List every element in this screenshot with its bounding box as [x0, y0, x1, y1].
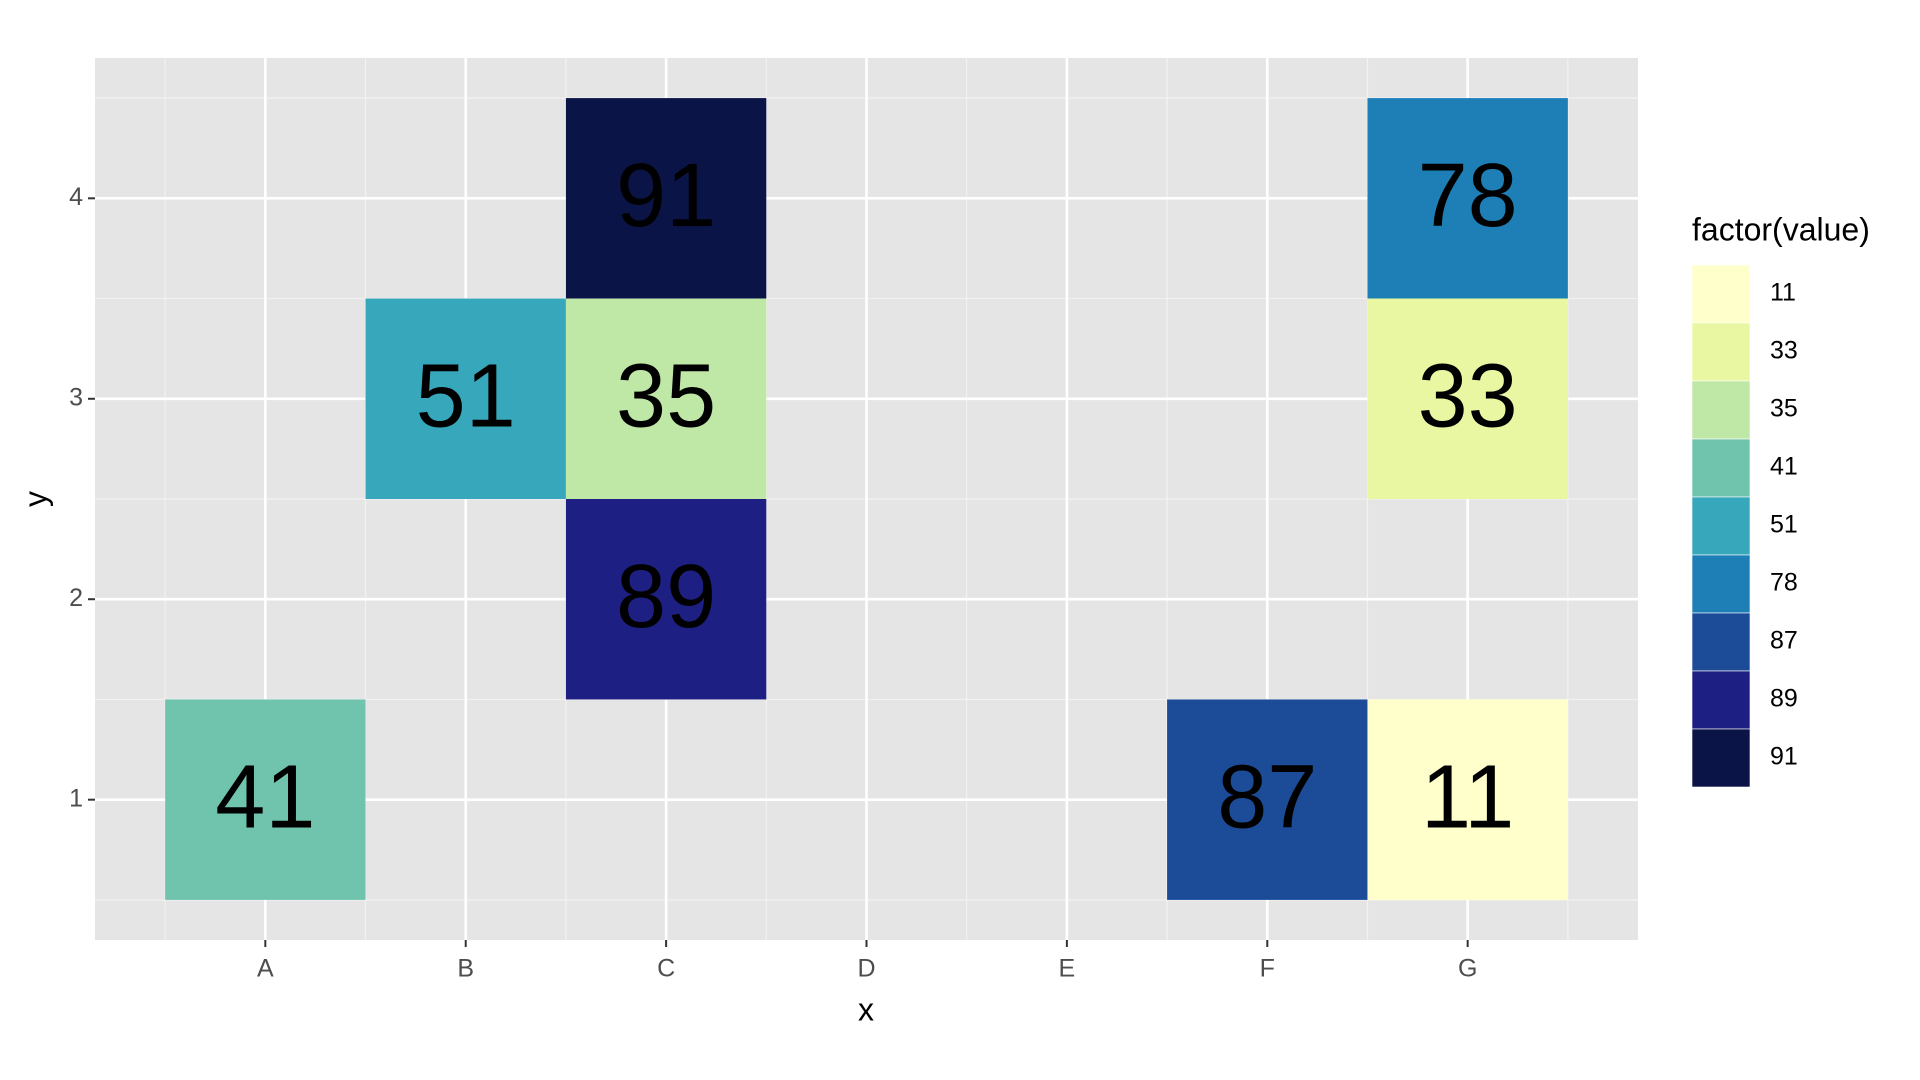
tile	[165, 699, 366, 900]
tile	[365, 298, 566, 499]
tile	[1167, 699, 1368, 900]
tile	[565, 499, 767, 700]
x-tick-label: A	[257, 955, 274, 983]
legend-key	[1691, 264, 1751, 324]
x-tick-label: B	[457, 955, 474, 983]
y-tick-label: 2	[69, 584, 83, 612]
legend-title: factor(value)	[1692, 211, 1870, 247]
legend-label: 89	[1770, 685, 1798, 713]
tile-label: 41	[215, 747, 315, 847]
x-tick-label: D	[857, 955, 875, 983]
tile	[1367, 699, 1568, 900]
x-tick-label: C	[657, 955, 675, 983]
legend-label: 33	[1770, 337, 1798, 365]
tile-label: 91	[616, 146, 716, 246]
legend-key	[1691, 612, 1751, 672]
y-axis-title: y	[17, 491, 53, 507]
legend-label: 41	[1770, 453, 1798, 481]
tile	[1367, 298, 1568, 499]
tile-label: 51	[416, 347, 516, 447]
legend-label: 11	[1770, 279, 1796, 307]
x-tick-label: F	[1260, 955, 1275, 983]
legend-label: 51	[1770, 511, 1798, 539]
legend-label: 35	[1770, 395, 1798, 423]
x-axis-title: x	[858, 991, 874, 1027]
legend-label: 78	[1770, 569, 1798, 597]
tiles: 41 51 91 35 89 87 78 33 11	[165, 98, 1568, 900]
tile-label: 89	[616, 547, 716, 647]
tile-label: 33	[1418, 347, 1518, 447]
y-tick-label: 1	[69, 784, 83, 812]
legend-key	[1691, 496, 1751, 556]
tile	[565, 298, 767, 499]
tile	[1367, 98, 1568, 299]
y-tick-label: 3	[69, 383, 83, 411]
legend-key	[1691, 670, 1751, 730]
legend-key	[1691, 322, 1751, 382]
legend-key	[1691, 554, 1751, 614]
x-tick-label: G	[1458, 955, 1477, 983]
y-tick-label: 4	[69, 183, 83, 211]
x-tick-label: E	[1059, 955, 1076, 983]
tile	[565, 98, 767, 299]
legend-key	[1691, 438, 1751, 498]
legend-label: 87	[1770, 627, 1798, 655]
legend-key	[1691, 380, 1751, 440]
legend-key	[1691, 728, 1751, 788]
legend-label: 91	[1770, 743, 1798, 771]
tile-label: 11	[1421, 747, 1514, 847]
tile-label: 87	[1217, 747, 1317, 847]
tile-label: 78	[1418, 146, 1518, 246]
tile-label: 35	[616, 347, 716, 447]
